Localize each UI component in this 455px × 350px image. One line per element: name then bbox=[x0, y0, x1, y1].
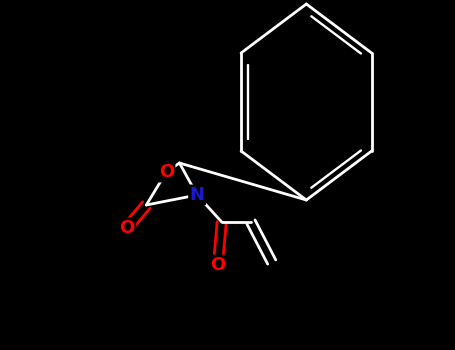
Text: O: O bbox=[210, 256, 226, 274]
Text: O: O bbox=[159, 163, 174, 181]
Text: N: N bbox=[190, 186, 205, 204]
Text: O: O bbox=[120, 219, 135, 237]
